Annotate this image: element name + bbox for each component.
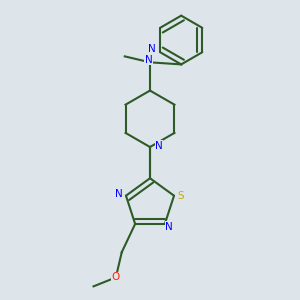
Text: N: N bbox=[165, 222, 173, 232]
Text: O: O bbox=[112, 272, 120, 282]
Text: N: N bbox=[155, 140, 163, 151]
Text: S: S bbox=[177, 191, 184, 201]
Text: N: N bbox=[145, 55, 152, 65]
Text: N: N bbox=[115, 189, 122, 199]
Text: N: N bbox=[148, 44, 156, 54]
